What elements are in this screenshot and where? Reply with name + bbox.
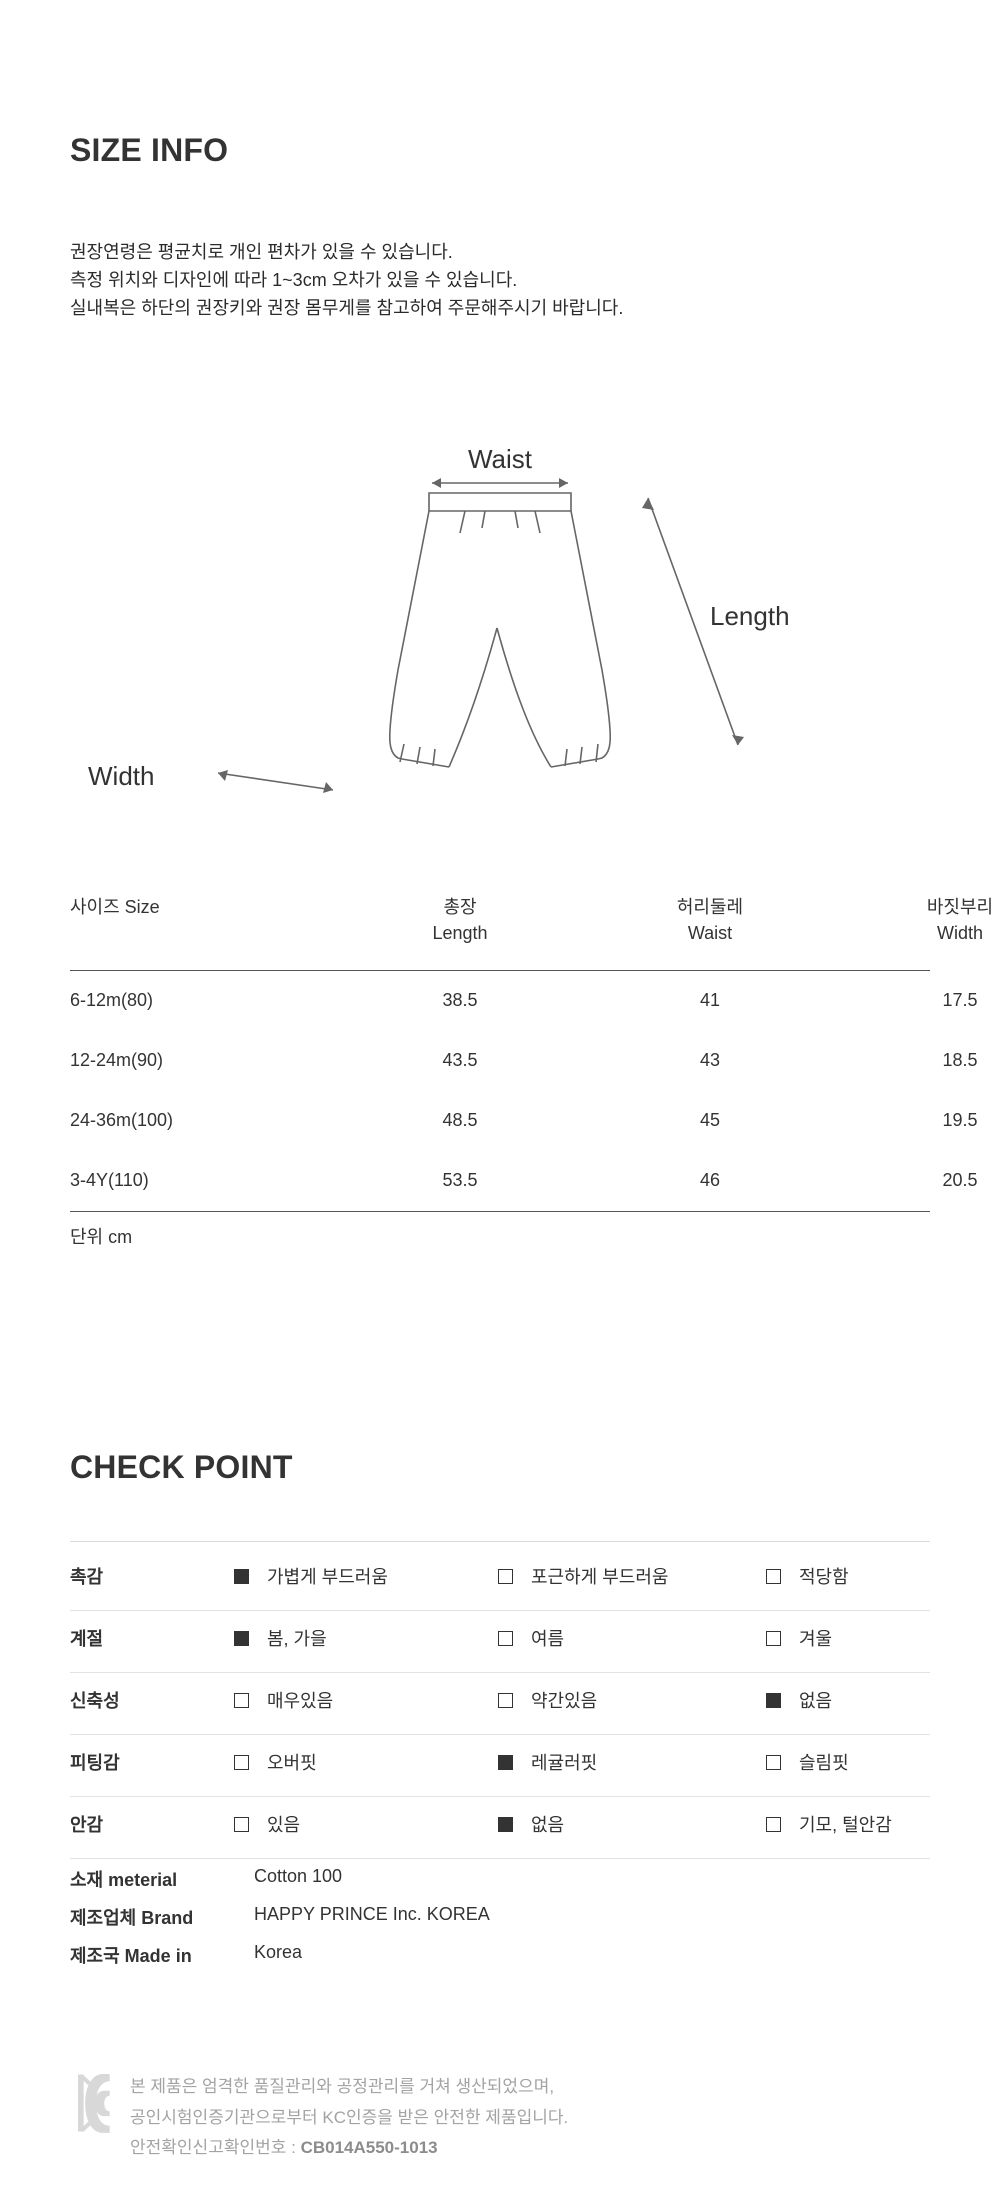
svg-text:Width: Width bbox=[88, 761, 154, 791]
svg-text:Length: Length bbox=[710, 601, 790, 631]
svg-text:Waist: Waist bbox=[468, 444, 533, 474]
